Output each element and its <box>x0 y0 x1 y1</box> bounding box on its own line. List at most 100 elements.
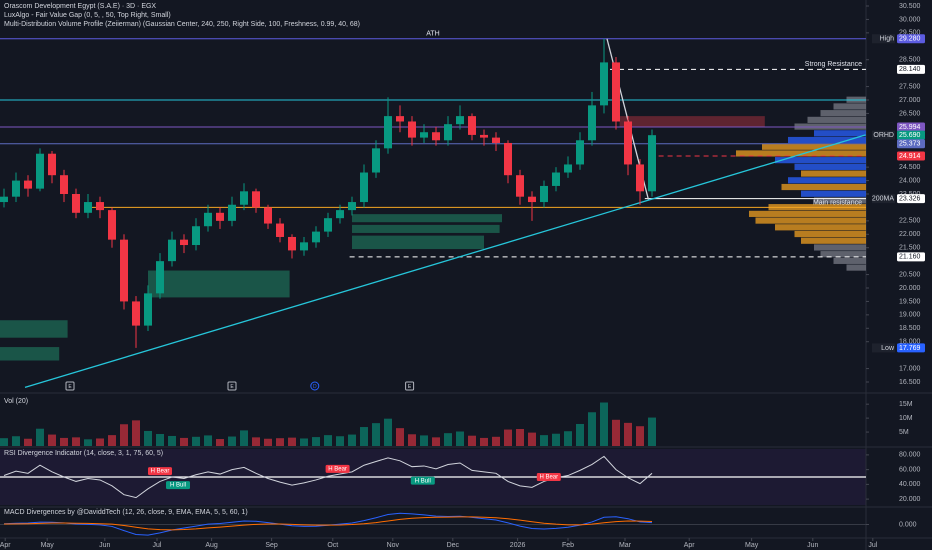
candle-body <box>107 210 116 240</box>
volume-bar <box>347 434 356 446</box>
candle-body <box>239 191 248 205</box>
event-marker <box>227 381 237 391</box>
volume-bar <box>419 435 428 446</box>
candle-body <box>648 135 657 192</box>
volume-profile-bar <box>794 163 866 170</box>
y-tick-label: 16.500 <box>899 379 921 386</box>
candle-body <box>588 105 597 141</box>
volume-bar <box>552 433 561 446</box>
volume-bar <box>0 438 8 446</box>
x-tick-label: Jun <box>807 542 818 549</box>
candle-body <box>131 301 140 326</box>
candle-body <box>275 223 284 237</box>
candle-body <box>383 116 392 149</box>
candle-body <box>540 185 549 203</box>
volume-profile-bar <box>755 217 866 224</box>
candle-body <box>564 164 573 173</box>
volume-bar <box>480 437 489 446</box>
indicator-line <box>3 455 653 499</box>
volume-bar <box>107 435 116 446</box>
divergence-marker <box>536 473 561 481</box>
y-tick-label: 30.000 <box>899 16 921 23</box>
volume-bar <box>648 417 657 446</box>
volume-bar <box>564 431 573 446</box>
volume-bar <box>287 437 296 446</box>
x-tick-label: Mar <box>619 542 632 549</box>
candle-body <box>167 239 176 262</box>
volume-bar <box>335 436 344 446</box>
x-tick-label: Apr <box>0 542 11 549</box>
candle-body <box>636 164 645 192</box>
fvg-zone <box>351 224 500 233</box>
volume-profile-bar <box>788 136 866 144</box>
x-tick-label: Feb <box>562 542 574 549</box>
price-badge-label: 17.769 <box>899 345 921 352</box>
event-label: E <box>68 384 72 390</box>
price-badge-label: 21.160 <box>899 254 921 261</box>
price-tag: ORHD <box>873 132 894 139</box>
x-tick-label: Sep <box>265 542 278 549</box>
y-tick-label: 18.500 <box>899 325 921 332</box>
volume-bar <box>444 433 453 446</box>
candle-body <box>47 153 56 176</box>
volume-bar <box>215 439 224 446</box>
price-badge <box>897 130 925 140</box>
fvg-zone <box>0 347 60 361</box>
candle-body <box>335 210 344 219</box>
candle-body <box>504 142 513 176</box>
x-tick-label: Jun <box>99 542 110 549</box>
price-tag: 200MA <box>872 196 895 203</box>
event-label: E <box>230 384 234 390</box>
candle-body <box>203 212 212 227</box>
candle-body <box>419 132 428 138</box>
price-tag-bg <box>872 343 895 353</box>
event-marker <box>405 381 415 391</box>
price-badge-label: 25.373 <box>899 141 921 148</box>
chart-title: Orascom Development Egypt (S.A.E) · 3D ·… <box>4 3 156 10</box>
volume-bar <box>47 434 56 446</box>
volume-bar <box>371 423 380 446</box>
volume-profile-bar <box>820 110 866 117</box>
y-tick-label: 22.500 <box>899 218 921 225</box>
event-marker <box>65 381 75 391</box>
volume-bar <box>227 436 236 446</box>
event-label: E <box>408 384 412 390</box>
candle-body <box>359 172 368 203</box>
volume-bar <box>468 435 477 446</box>
candle-body <box>227 204 236 221</box>
volume-profile-bar <box>820 251 866 258</box>
volume-bar <box>119 424 128 446</box>
candle-body <box>480 134 489 138</box>
candle-body <box>83 202 92 213</box>
volume-bar <box>95 438 104 446</box>
price-badge <box>897 343 925 353</box>
candle-body <box>468 116 477 135</box>
candle-body <box>576 140 585 165</box>
y-tick-label: 15M <box>899 401 913 408</box>
volume-bar <box>251 437 260 446</box>
y-tick-label: 60.000 <box>899 466 921 473</box>
fvg-zone <box>351 235 485 250</box>
candle-body <box>299 242 308 251</box>
volume-bar <box>456 431 465 446</box>
candle-body <box>528 196 537 203</box>
volume-bar <box>492 436 501 446</box>
volume-bar <box>504 429 513 446</box>
volume-bar <box>395 428 404 446</box>
fvg-zone <box>351 214 503 223</box>
candle-body <box>251 191 260 208</box>
volume-bar <box>131 420 140 446</box>
volume-profile-bar <box>814 244 866 251</box>
y-tick-label: 24.000 <box>899 177 921 184</box>
fvg-zone <box>619 116 765 127</box>
price-badge <box>897 151 925 161</box>
price-badge <box>897 64 925 74</box>
volume-bar <box>83 439 92 446</box>
volume-profile-bar <box>781 183 866 191</box>
x-tick-label: Oct <box>327 542 338 549</box>
volume-bar <box>323 435 332 446</box>
x-tick-label: 2026 <box>510 542 526 549</box>
volume-profile-bar <box>749 210 866 217</box>
y-tick-label: 19.000 <box>899 312 921 319</box>
